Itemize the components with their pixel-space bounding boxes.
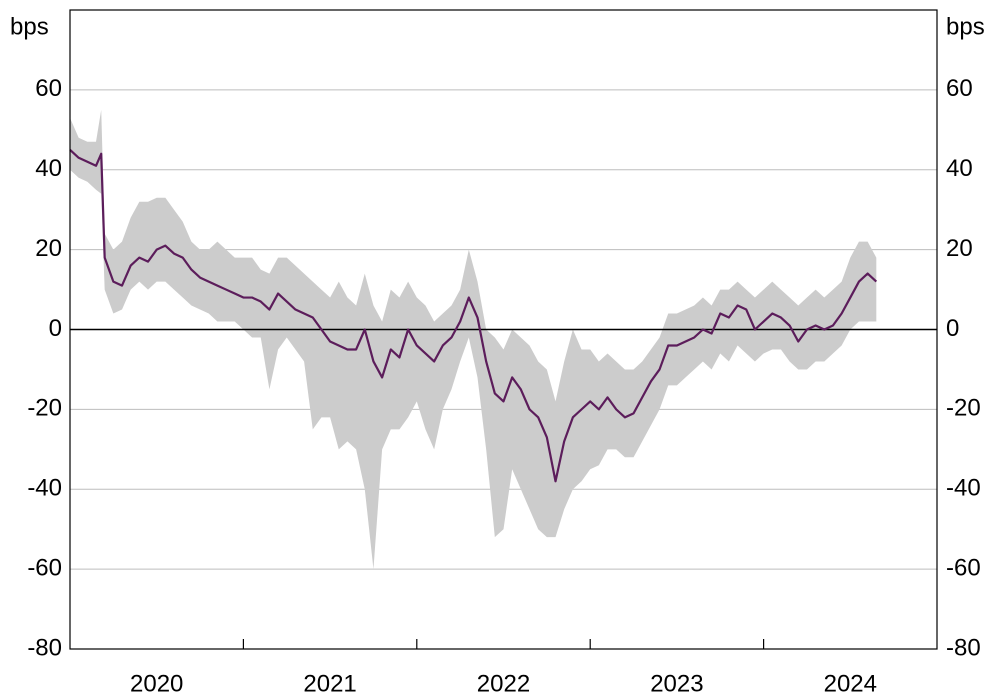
y-tick-label: -60 bbox=[27, 554, 62, 581]
x-tick-label: 2024 bbox=[824, 670, 877, 697]
y-tick-label: 0 bbox=[49, 315, 62, 342]
range-band bbox=[70, 109, 877, 570]
y2-tick-label: 60 bbox=[946, 75, 973, 102]
x-tick-label: 2020 bbox=[130, 670, 183, 697]
x-tick-label: 2021 bbox=[303, 670, 356, 697]
y-tick-label: -40 bbox=[27, 475, 62, 502]
y-tick-label: 60 bbox=[35, 75, 62, 102]
y2-tick-label: -20 bbox=[946, 395, 981, 422]
plot-frame bbox=[69, 9, 938, 650]
y-tick-label: -20 bbox=[27, 395, 62, 422]
x-tick-label: 2022 bbox=[477, 670, 530, 697]
line-series bbox=[69, 148, 878, 483]
y2-tick-label: -80 bbox=[946, 634, 981, 661]
y2-tick-label: -60 bbox=[946, 554, 981, 581]
y2-tick-label: 20 bbox=[946, 235, 973, 262]
y2-tick-label: -40 bbox=[946, 475, 981, 502]
y-tick-label: -80 bbox=[27, 634, 62, 661]
y-axis-label: bps bbox=[10, 13, 49, 40]
y2-tick-label: 0 bbox=[946, 315, 959, 342]
x-tick-label: 2023 bbox=[650, 670, 703, 697]
y-tick-label: 20 bbox=[35, 235, 62, 262]
y-tick-label: 40 bbox=[35, 155, 62, 182]
y2-axis-label: bps bbox=[946, 13, 985, 40]
y2-tick-label: 40 bbox=[946, 155, 973, 182]
